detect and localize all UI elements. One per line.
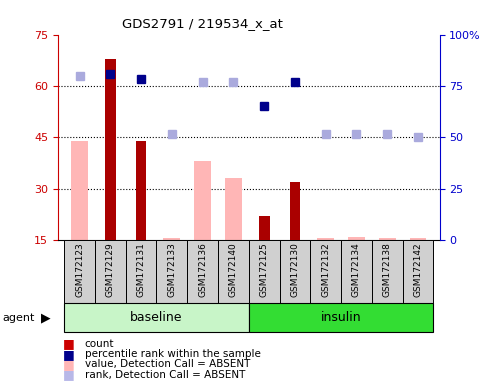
FancyBboxPatch shape [310, 240, 341, 303]
Bar [71, 141, 88, 240]
FancyBboxPatch shape [249, 240, 280, 303]
Text: GSM172133: GSM172133 [167, 242, 176, 297]
Text: GSM172131: GSM172131 [137, 242, 145, 297]
Text: ■: ■ [63, 348, 74, 361]
FancyBboxPatch shape [156, 240, 187, 303]
Text: GSM172140: GSM172140 [229, 242, 238, 297]
Bar [225, 179, 242, 240]
Bar [194, 161, 211, 240]
Text: GDS2791 / 219534_x_at: GDS2791 / 219534_x_at [122, 17, 284, 30]
FancyBboxPatch shape [218, 240, 249, 303]
Text: ■: ■ [63, 358, 74, 371]
Bar [410, 238, 426, 240]
FancyBboxPatch shape [126, 240, 156, 303]
FancyBboxPatch shape [64, 240, 95, 303]
FancyBboxPatch shape [187, 240, 218, 303]
Text: GSM172129: GSM172129 [106, 242, 115, 297]
Text: value, Detection Call = ABSENT: value, Detection Call = ABSENT [85, 359, 250, 369]
FancyBboxPatch shape [341, 240, 372, 303]
Text: GSM172136: GSM172136 [198, 242, 207, 297]
Bar [289, 182, 300, 240]
Text: ■: ■ [63, 337, 74, 350]
Bar [348, 237, 365, 240]
Text: ■: ■ [63, 368, 74, 381]
FancyBboxPatch shape [95, 240, 126, 303]
Text: GSM172142: GSM172142 [413, 242, 423, 296]
Text: GSM172125: GSM172125 [260, 242, 269, 297]
FancyBboxPatch shape [64, 303, 249, 332]
Text: GSM172138: GSM172138 [383, 242, 392, 297]
FancyBboxPatch shape [372, 240, 403, 303]
Text: percentile rank within the sample: percentile rank within the sample [85, 349, 260, 359]
Text: ▶: ▶ [41, 311, 51, 324]
Text: agent: agent [2, 313, 35, 323]
Text: GSM172123: GSM172123 [75, 242, 84, 297]
Bar [379, 238, 396, 240]
Bar [317, 238, 334, 240]
FancyBboxPatch shape [403, 240, 433, 303]
Bar [259, 216, 270, 240]
Text: GSM172134: GSM172134 [352, 242, 361, 297]
Text: count: count [85, 339, 114, 349]
Text: GSM172130: GSM172130 [290, 242, 299, 297]
Bar [163, 238, 180, 240]
Text: baseline: baseline [130, 311, 183, 324]
Text: insulin: insulin [321, 311, 361, 324]
FancyBboxPatch shape [249, 303, 433, 332]
Bar [136, 141, 146, 240]
Bar [105, 58, 115, 240]
Text: rank, Detection Call = ABSENT: rank, Detection Call = ABSENT [85, 370, 245, 380]
FancyBboxPatch shape [280, 240, 310, 303]
Text: GSM172132: GSM172132 [321, 242, 330, 297]
